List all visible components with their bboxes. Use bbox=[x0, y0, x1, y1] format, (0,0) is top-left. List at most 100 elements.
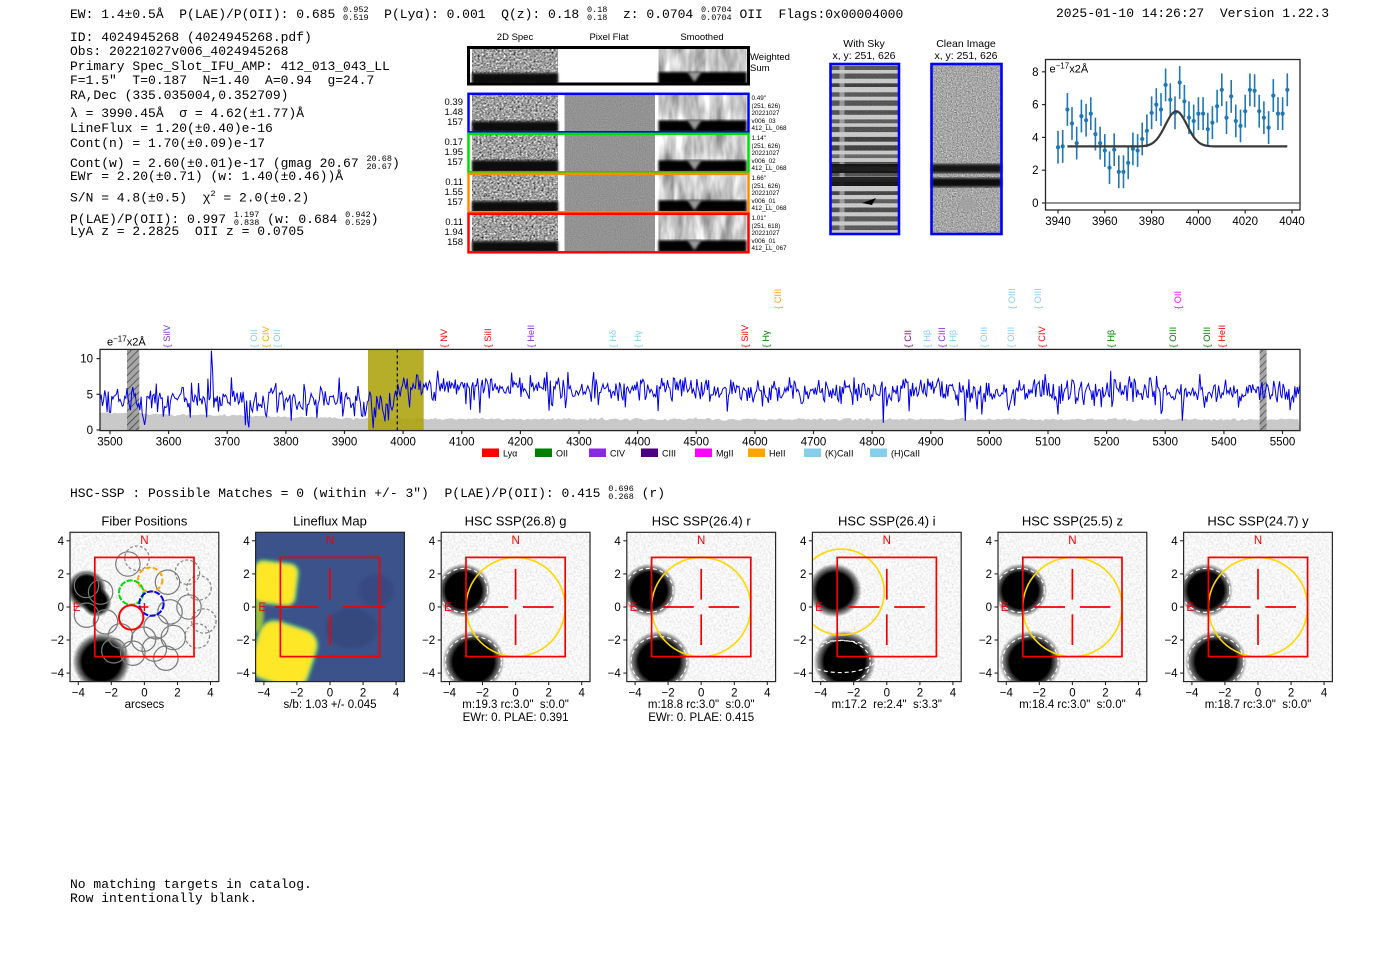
svg-text:{ Hγ: { Hγ bbox=[761, 330, 771, 347]
svg-text:2: 2 bbox=[986, 569, 992, 581]
svg-text:4900: 4900 bbox=[918, 437, 944, 449]
svg-text:N: N bbox=[883, 535, 891, 547]
svg-text:MgII: MgII bbox=[716, 449, 734, 459]
svg-text:5300: 5300 bbox=[1152, 437, 1178, 449]
svg-text:N: N bbox=[697, 535, 705, 547]
svg-text:Lineflux Map: Lineflux Map bbox=[293, 513, 367, 528]
svg-text:{ CIV: { CIV bbox=[1037, 326, 1047, 348]
svg-text:{ OII: { OII bbox=[272, 329, 282, 347]
svg-text:5000: 5000 bbox=[977, 437, 1003, 449]
svg-text:4: 4 bbox=[950, 688, 957, 700]
svg-text:E: E bbox=[815, 602, 823, 614]
svg-text:2: 2 bbox=[58, 569, 64, 581]
svg-text:3700: 3700 bbox=[214, 437, 240, 449]
svg-text:{ OII: { OII bbox=[249, 329, 259, 347]
svg-text:{ CII: { CII bbox=[903, 330, 913, 348]
svg-text:0: 0 bbox=[1032, 198, 1038, 210]
svg-text:{ OIII: { OIII bbox=[979, 327, 989, 348]
svg-text:4100: 4100 bbox=[449, 437, 475, 449]
svg-text:0: 0 bbox=[512, 688, 518, 700]
svg-text:2: 2 bbox=[614, 569, 620, 581]
svg-text:2: 2 bbox=[1288, 688, 1294, 700]
svg-text:4400: 4400 bbox=[625, 437, 651, 449]
svg-text:E: E bbox=[444, 602, 452, 614]
svg-text:N: N bbox=[140, 535, 148, 547]
svg-text:E: E bbox=[73, 602, 81, 614]
svg-text:Fiber Positions: Fiber Positions bbox=[101, 513, 187, 528]
svg-text:3980: 3980 bbox=[1139, 216, 1165, 228]
svg-text:4300: 4300 bbox=[566, 437, 592, 449]
svg-text:4: 4 bbox=[614, 536, 621, 548]
svg-text:{ HeII: { HeII bbox=[526, 325, 536, 348]
svg-text:{ HeII: { HeII bbox=[1217, 325, 1227, 348]
svg-text:0: 0 bbox=[884, 688, 890, 700]
svg-text:{ SiIV: { SiIV bbox=[740, 324, 750, 348]
svg-text:−4: −4 bbox=[257, 688, 271, 700]
svg-text:0: 0 bbox=[986, 602, 992, 614]
svg-text:{ OIII: { OIII bbox=[1033, 288, 1043, 309]
svg-text:−2: −2 bbox=[105, 688, 118, 700]
svg-text:{ Hβ: { Hβ bbox=[948, 330, 958, 348]
svg-text:−2: −2 bbox=[290, 688, 303, 700]
svg-text:4: 4 bbox=[1032, 132, 1039, 144]
svg-text:4020: 4020 bbox=[1232, 216, 1258, 228]
svg-text:−4: −4 bbox=[814, 688, 828, 700]
svg-text:−2: −2 bbox=[793, 635, 806, 647]
svg-text:−4: −4 bbox=[608, 668, 622, 680]
svg-text:0: 0 bbox=[698, 688, 704, 700]
svg-text:E: E bbox=[1001, 602, 1009, 614]
svg-text:4040: 4040 bbox=[1279, 216, 1305, 228]
svg-text:2: 2 bbox=[545, 688, 551, 700]
svg-text:HSC SSP(24.7) y: HSC SSP(24.7) y bbox=[1207, 513, 1309, 528]
svg-text:−2: −2 bbox=[608, 635, 621, 647]
svg-text:E: E bbox=[258, 602, 266, 614]
svg-text:e−17x2Å: e−17x2Å bbox=[107, 334, 146, 349]
svg-text:−4: −4 bbox=[236, 668, 250, 680]
svg-text:HeII: HeII bbox=[769, 449, 786, 459]
svg-text:−4: −4 bbox=[1185, 688, 1199, 700]
svg-text:−2: −2 bbox=[1164, 635, 1177, 647]
svg-text:10: 10 bbox=[80, 354, 93, 366]
svg-text:−4: −4 bbox=[1164, 668, 1178, 680]
svg-text:N: N bbox=[511, 535, 519, 547]
svg-text:2: 2 bbox=[174, 688, 180, 700]
svg-text:0: 0 bbox=[327, 688, 333, 700]
svg-text:0: 0 bbox=[614, 602, 620, 614]
svg-text:4: 4 bbox=[207, 688, 214, 700]
svg-text:0: 0 bbox=[87, 425, 93, 437]
svg-text:0: 0 bbox=[1255, 688, 1261, 700]
svg-text:−2: −2 bbox=[422, 635, 435, 647]
svg-text:3960: 3960 bbox=[1092, 216, 1118, 228]
svg-text:HSC SSP(25.5) z: HSC SSP(25.5) z bbox=[1022, 513, 1123, 528]
svg-text:−4: −4 bbox=[51, 668, 65, 680]
svg-text:4: 4 bbox=[986, 536, 993, 548]
svg-text:4: 4 bbox=[243, 536, 250, 548]
svg-text:2: 2 bbox=[429, 569, 435, 581]
svg-text:{ Hγ: { Hγ bbox=[633, 330, 643, 347]
svg-text:−2: −2 bbox=[236, 635, 249, 647]
svg-text:2: 2 bbox=[1102, 688, 1108, 700]
svg-text:−4: −4 bbox=[72, 688, 86, 700]
svg-text:4500: 4500 bbox=[683, 437, 709, 449]
svg-text:−2: −2 bbox=[979, 635, 992, 647]
svg-text:3600: 3600 bbox=[156, 437, 182, 449]
svg-text:4: 4 bbox=[578, 688, 585, 700]
svg-text:0: 0 bbox=[243, 602, 249, 614]
svg-text:2: 2 bbox=[917, 688, 923, 700]
svg-text:0: 0 bbox=[429, 602, 435, 614]
svg-text:4: 4 bbox=[58, 536, 65, 548]
svg-text:4000: 4000 bbox=[390, 437, 416, 449]
svg-text:2: 2 bbox=[243, 569, 249, 581]
svg-text:CIV: CIV bbox=[610, 449, 625, 459]
svg-text:{ SiIV: { SiIV bbox=[162, 324, 172, 348]
svg-text:{ OII: { OII bbox=[1173, 291, 1183, 309]
svg-text:2: 2 bbox=[1171, 569, 1177, 581]
svg-text:−2: −2 bbox=[847, 688, 860, 700]
svg-text:2: 2 bbox=[1032, 165, 1038, 177]
svg-text:{ SiII: { SiII bbox=[483, 328, 493, 347]
svg-text:E: E bbox=[1186, 602, 1194, 614]
svg-text:4600: 4600 bbox=[742, 437, 768, 449]
svg-text:4: 4 bbox=[800, 536, 807, 548]
svg-text:(H)CaII: (H)CaII bbox=[891, 449, 920, 459]
svg-text:0: 0 bbox=[141, 688, 147, 700]
